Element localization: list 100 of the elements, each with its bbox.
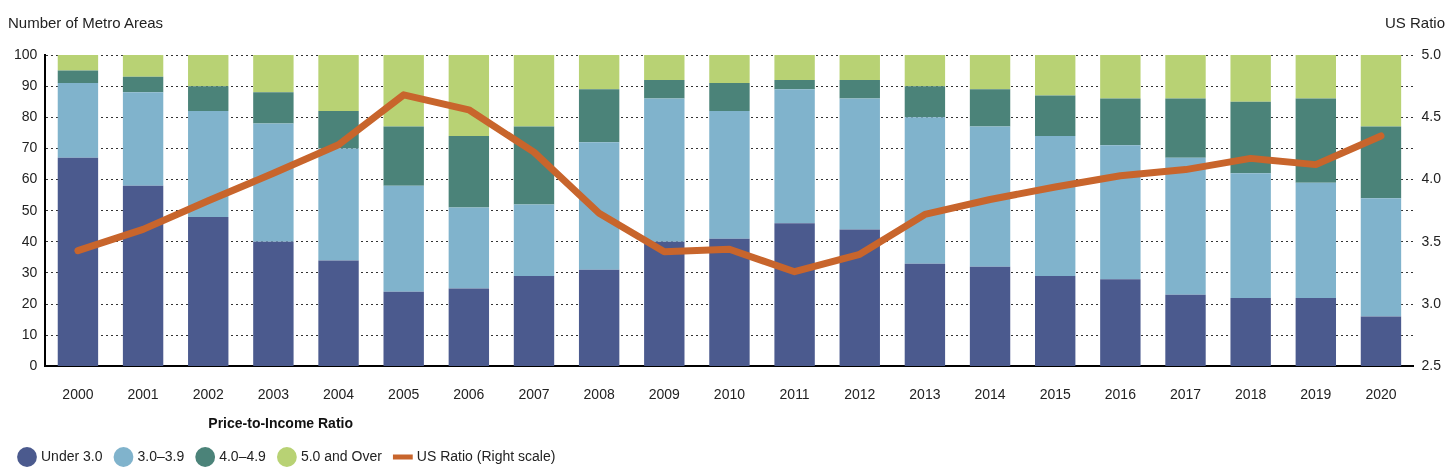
bar [1230,55,1271,102]
bar [188,86,229,112]
bar [188,111,229,217]
bar [839,98,880,230]
bar [1360,55,1402,127]
bar [644,79,685,99]
bar [1100,279,1141,366]
bar [1295,297,1337,366]
x-tick-label: 2000 [62,385,94,402]
bar [1360,198,1402,317]
bar [969,55,1011,90]
x-tick-label: 2014 [974,385,1006,402]
bar [1035,135,1076,277]
x-tick-label: 2015 [1039,385,1071,402]
bar [774,89,815,224]
y-tick-label: 40 [21,232,38,249]
bar [709,111,750,239]
bar [448,288,490,366]
bar [904,117,946,264]
bar [578,89,620,143]
bar [122,76,164,93]
y2-tick-label: 4.0 [1421,170,1442,187]
bar [904,86,946,118]
x-tick-label: 2006 [453,385,485,402]
y-tick-label: 70 [21,139,38,156]
bar [709,55,750,84]
x-tick-label: 2017 [1169,385,1202,402]
legend-label: US Ratio (Right scale) [416,447,556,464]
y-tick-label: 60 [21,170,38,187]
bar [383,126,424,186]
x-tick-label: 2013 [909,385,941,402]
x-tick-label: 2018 [1235,385,1267,402]
bar [709,83,750,112]
x-tick-label: 2008 [583,385,615,402]
bar [1165,294,1206,366]
bar [57,70,99,84]
x-tick-label: 2001 [127,385,159,402]
bar [383,185,424,292]
bar [57,55,99,71]
x-tick-label: 2010 [713,385,746,402]
bar [1035,55,1076,96]
bar [122,55,164,77]
bar [969,266,1011,366]
bar [448,207,490,289]
x-tick-label: 2009 [648,385,681,402]
x-tick-label: 2012 [844,385,876,402]
bar [1360,316,1402,366]
x-tick-label: 2004 [322,385,355,402]
bar [1035,95,1076,136]
bar [1295,182,1337,298]
bar [57,83,99,158]
y-axis-title: Number of Metro Areas [8,13,164,31]
legend-label: 5.0 and Over [300,447,383,464]
bar [448,135,490,208]
bar [774,79,815,90]
bar [318,260,359,366]
x-tick-label: 2003 [257,385,290,402]
bar [253,92,294,124]
bar [188,55,229,87]
x-tick-label: 2002 [192,385,225,402]
bar [578,142,620,270]
bar [1230,297,1271,366]
bar [774,55,815,80]
y2-tick-label: 2.5 [1421,357,1442,374]
legend-label: 4.0–4.9 [219,447,267,464]
bar [1100,55,1141,99]
y-tick-label: 10 [21,326,38,343]
bar [839,229,880,366]
x-tick-label: 2016 [1104,385,1137,402]
bar [318,55,359,112]
y2-tick-label: 3.5 [1421,232,1442,249]
bar [1230,173,1271,298]
y-tick-label: 50 [21,201,38,218]
bar [253,241,294,366]
bar [253,55,294,93]
bar [774,223,815,366]
bar [513,204,555,277]
bar [513,55,555,127]
bar [839,55,880,80]
y-tick-label: 20 [21,294,38,311]
bar [122,92,164,186]
bar [383,291,424,366]
bar [253,123,294,242]
bar [709,238,750,366]
bar [644,55,685,80]
bar [1165,98,1206,158]
bar [644,98,685,242]
bar [969,89,1011,127]
bar [904,263,946,366]
bar [122,185,164,366]
y2-axis-title: US Ratio [1384,13,1445,31]
bar [644,241,685,366]
y2-tick-label: 3.0 [1421,294,1442,311]
y-tick-label: 90 [21,77,38,93]
bar [318,148,359,261]
bar [448,55,490,136]
bar [57,157,99,366]
bar [578,55,620,90]
bar [188,216,229,366]
bar [578,269,620,366]
